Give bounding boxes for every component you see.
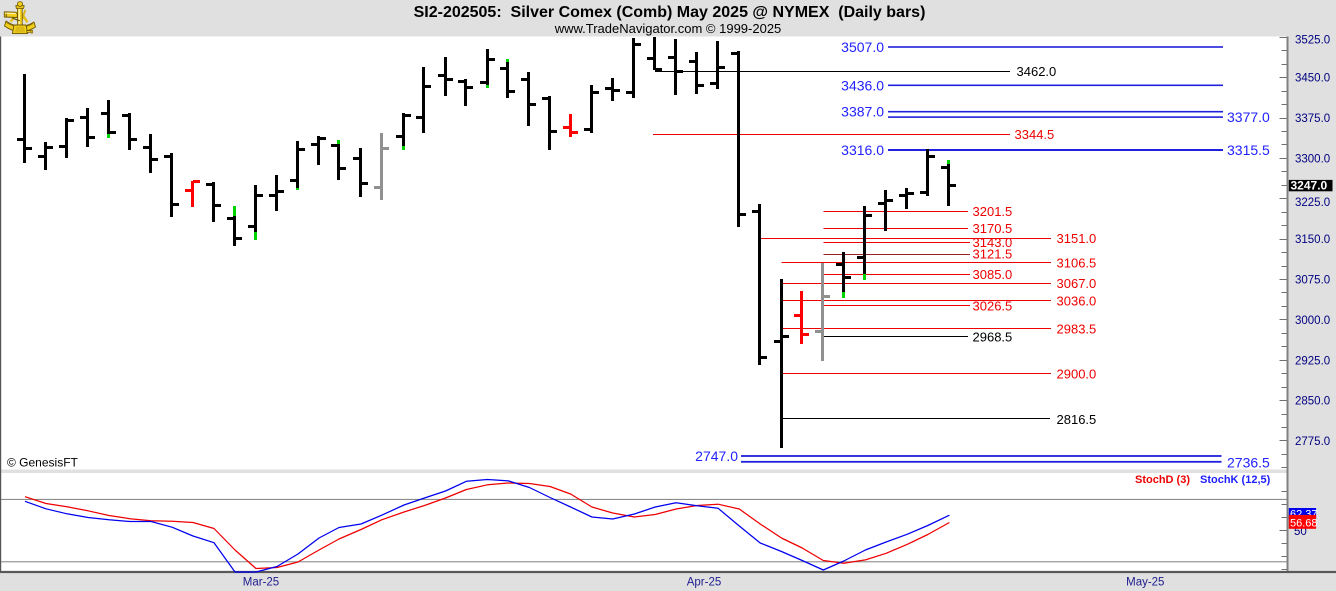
svg-text:2736.5: 2736.5 [1227, 454, 1270, 470]
svg-text:3450.0: 3450.0 [1295, 73, 1330, 85]
svg-text:3121.5: 3121.5 [973, 247, 1013, 262]
svg-text:StochK (12,5): StochK (12,5) [1200, 474, 1271, 486]
svg-text:www.TradeNavigator.com © 1999-: www.TradeNavigator.com © 1999-2025 [554, 21, 782, 36]
svg-text:3075.0: 3075.0 [1295, 275, 1330, 287]
svg-text:2983.5: 2983.5 [1057, 321, 1097, 336]
svg-text:2925.0: 2925.0 [1295, 355, 1330, 367]
svg-text:3150.0: 3150.0 [1295, 234, 1330, 246]
svg-text:2747.0: 2747.0 [695, 448, 738, 464]
svg-text:Apr-25: Apr-25 [687, 577, 722, 589]
svg-text:May-25: May-25 [1126, 577, 1164, 589]
svg-text:56.68: 56.68 [1290, 517, 1318, 529]
svg-text:3085.0: 3085.0 [973, 267, 1013, 282]
svg-text:2816.5: 2816.5 [1057, 412, 1097, 427]
svg-text:3377.0: 3377.0 [1227, 109, 1270, 125]
svg-text:3026.5: 3026.5 [973, 299, 1013, 314]
svg-text:3344.5: 3344.5 [1015, 127, 1055, 142]
svg-text:3462.0: 3462.0 [1017, 64, 1057, 79]
svg-text:3225.0: 3225.0 [1295, 197, 1330, 209]
svg-text:SI2-202505: Silver Comex (Com: SI2-202505: Silver Comex (Comb) May 2025… [414, 4, 926, 21]
svg-text:3387.0: 3387.0 [841, 104, 884, 120]
svg-text:50: 50 [1294, 526, 1307, 538]
svg-text:3067.0: 3067.0 [1057, 276, 1097, 291]
svg-text:3525.0: 3525.0 [1295, 34, 1330, 46]
svg-text:3143.0: 3143.0 [973, 235, 1013, 250]
svg-text:2775.0: 2775.0 [1295, 436, 1330, 448]
svg-text:2968.5: 2968.5 [973, 330, 1013, 345]
svg-text:3300.0: 3300.0 [1295, 153, 1330, 165]
svg-text:3507.0: 3507.0 [841, 39, 884, 55]
svg-text:3436.0: 3436.0 [841, 77, 884, 93]
svg-text:3201.5: 3201.5 [973, 204, 1013, 219]
svg-text:3316.0: 3316.0 [841, 142, 884, 158]
svg-text:3151.0: 3151.0 [1057, 231, 1097, 246]
svg-text:3247.0: 3247.0 [1291, 179, 1328, 193]
svg-text:3106.5: 3106.5 [1057, 255, 1097, 270]
svg-text:3315.5: 3315.5 [1227, 142, 1270, 158]
svg-text:Mar-25: Mar-25 [243, 577, 279, 589]
svg-text:© GenesisFT: © GenesisFT [7, 456, 79, 470]
svg-text:2900.0: 2900.0 [1057, 367, 1097, 382]
svg-text:3170.5: 3170.5 [973, 221, 1013, 236]
svg-text:3000.0: 3000.0 [1295, 315, 1330, 327]
svg-text:2850.0: 2850.0 [1295, 396, 1330, 408]
svg-text:3375.0: 3375.0 [1295, 113, 1330, 125]
svg-text:3036.0: 3036.0 [1057, 293, 1097, 308]
svg-text:StochD (3): StochD (3) [1135, 474, 1190, 486]
